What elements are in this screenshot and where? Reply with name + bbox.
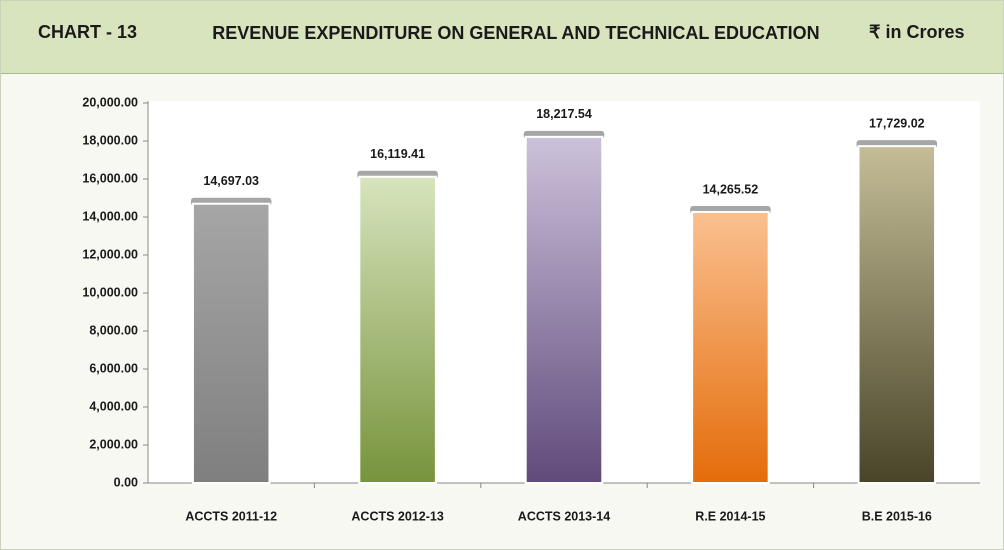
unit-label: ₹ in Crores — [869, 22, 965, 42]
bar — [524, 135, 604, 485]
y-tick-label: 12,000.00 — [82, 247, 138, 261]
data-label: 18,217.54 — [536, 107, 592, 121]
y-tick-label: 14,000.00 — [82, 209, 138, 223]
bar — [691, 210, 770, 485]
y-tick-label: 20,000.00 — [82, 95, 138, 109]
data-label: 14,697.03 — [203, 174, 259, 188]
y-tick-label: 4,000.00 — [89, 399, 138, 413]
y-tick-label: 18,000.00 — [82, 133, 138, 147]
y-tick-label: 6,000.00 — [89, 361, 138, 375]
y-tick-label: 10,000.00 — [82, 285, 138, 299]
data-label: 16,119.41 — [370, 147, 425, 161]
bar — [358, 175, 437, 485]
header: CHART - 13 REVENUE EXPENDITURE ON GENERA… — [1, 1, 1003, 74]
y-tick-label: 8,000.00 — [89, 323, 138, 337]
chart-title: REVENUE EXPENDITURE ON GENERAL AND TECHN… — [212, 23, 820, 43]
x-tick-label: B.E 2015-16 — [862, 509, 932, 523]
y-tick-label: 16,000.00 — [82, 171, 138, 185]
x-tick-label: ACCTS 2013-14 — [518, 509, 610, 523]
x-tick-label: ACCTS 2011-12 — [185, 509, 277, 523]
x-tick-label: ACCTS 2012-13 — [351, 509, 443, 523]
bar — [857, 145, 937, 484]
y-tick-label: 2,000.00 — [89, 437, 138, 451]
y-tick-label: 0.00 — [114, 475, 138, 489]
chart-number: CHART - 13 — [38, 22, 138, 42]
data-label: 14,265.52 — [703, 182, 759, 196]
data-label: 17,729.02 — [869, 116, 925, 130]
bar — [191, 202, 271, 484]
x-tick-label: R.E 2014-15 — [695, 509, 765, 523]
